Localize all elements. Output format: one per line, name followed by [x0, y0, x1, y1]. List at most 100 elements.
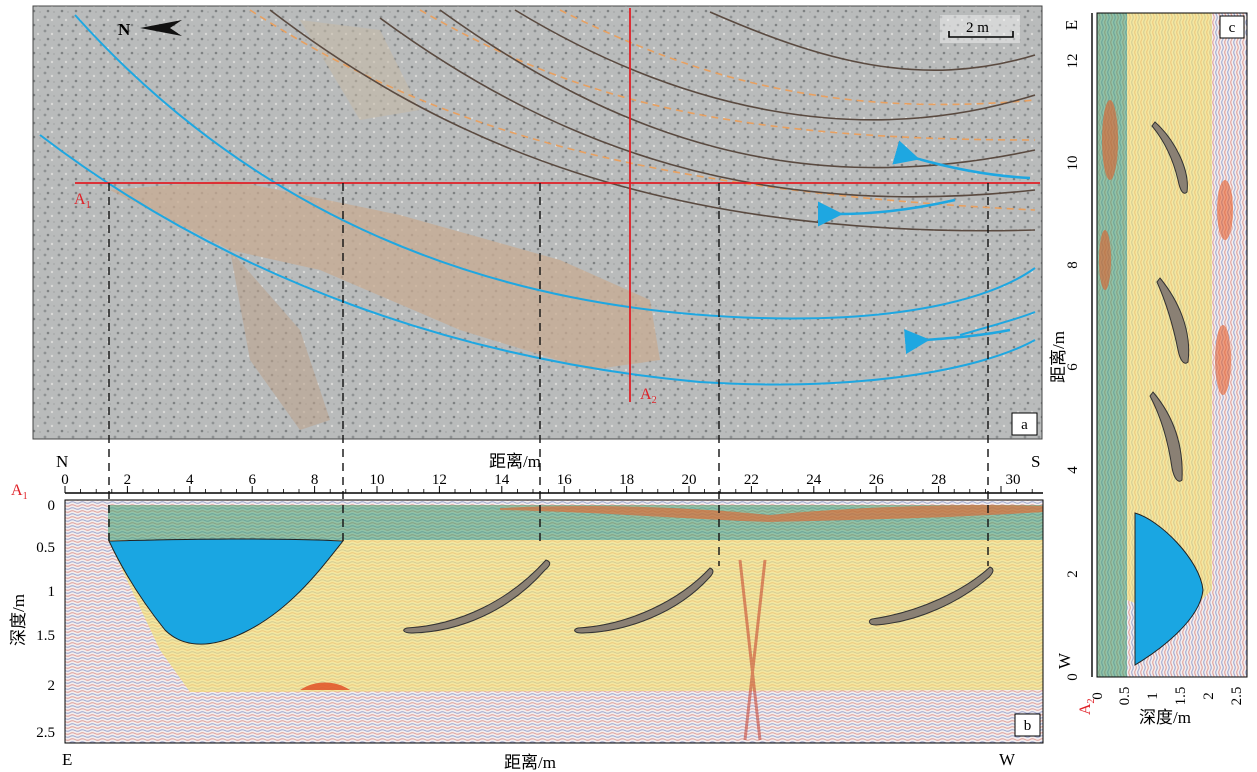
c-x-tick-label: 1.5	[1173, 687, 1189, 706]
panel-c-x-ticks: 0 0.5 1 1.5 2 2.5	[1090, 687, 1245, 706]
scale-bar: 2 m	[940, 15, 1020, 43]
flow-arrow	[892, 140, 1031, 180]
orange-blob	[1217, 180, 1233, 240]
panel-c-reflectors	[1149, 121, 1190, 482]
y-tick-label: 0.5	[36, 540, 55, 556]
top-tick-label: 10	[370, 472, 385, 488]
c-y-tick-label: 6	[1065, 363, 1081, 371]
panel-c-y-ticks: 0 2 4 6 8 10 12	[1065, 54, 1081, 681]
top-axis-minor-tick-path	[80, 489, 1033, 493]
top-tick-label: 8	[311, 472, 319, 488]
direction-e: E	[62, 750, 72, 769]
orange-lens-top	[500, 505, 1043, 522]
direction-w: W	[999, 750, 1016, 769]
panel-b-label-box	[1014, 713, 1041, 737]
sand-deposit-3	[300, 20, 420, 120]
top-tick-label: 26	[869, 472, 885, 488]
top-tick-label: 16	[557, 472, 573, 488]
profile-a1-label: A1	[74, 191, 91, 211]
flow-arrows	[817, 140, 1031, 355]
orange-dashed-line	[419, 9, 1036, 141]
panel-c: 0 2 4 6 8 10 12 距离/m E W 0 0.5 1 1.5 2 2…	[1049, 12, 1248, 727]
orange-lens-bottom	[300, 682, 350, 690]
blue-channel-body	[108, 538, 344, 645]
profile-a2-label-c: A2	[1077, 698, 1097, 715]
c-x-tick-label: 0	[1090, 692, 1106, 700]
north-arrow-icon	[140, 20, 182, 36]
inclined-reflector	[403, 559, 551, 634]
orange-blob	[1215, 325, 1231, 395]
profile-a2-label: A2	[640, 386, 657, 406]
top-tick-label: 0	[61, 472, 69, 488]
top-tick-label: 30	[1006, 472, 1021, 488]
dark-curve	[269, 9, 1036, 232]
panel-c-blue-channel	[1134, 512, 1204, 666]
dark-curve	[514, 9, 1036, 121]
y-axis-title: 深度/m	[9, 594, 28, 646]
panel-c-frame	[1096, 12, 1248, 678]
panel-c-y-title: 距离/m	[1049, 331, 1068, 383]
orange-dashed-line	[249, 9, 1036, 211]
flow-arrow	[904, 328, 1011, 355]
c-x-tick-label: 1	[1145, 692, 1161, 700]
c-y-tick-label: 10	[1065, 156, 1081, 171]
panel-a-frame	[32, 5, 1043, 440]
top-tick-label: 14	[494, 472, 510, 488]
dark-curve	[709, 11, 1036, 71]
panel-c-reflector	[1149, 391, 1183, 482]
inclined-reflector	[868, 566, 994, 626]
y-tick-label: 0	[48, 498, 56, 514]
profile-a1-label-b: A1	[11, 482, 28, 502]
direction-s: S	[1031, 452, 1040, 471]
blue-boundary-right	[959, 311, 1036, 336]
flow-arrow	[817, 198, 956, 227]
top-axis-title: 距离/m	[489, 452, 541, 471]
top-tick-label: 18	[619, 472, 634, 488]
panel-a: A1 A2 N 2 m a	[32, 5, 1043, 440]
top-tick-label: 2	[124, 472, 132, 488]
sand-deposit-2	[230, 250, 330, 430]
top-axis-minor-ticks	[80, 489, 1033, 493]
yellow-layer	[108, 540, 1043, 692]
top-tick-label: 4	[186, 472, 194, 488]
blue-boundary-lines	[39, 14, 1036, 386]
panel-c-top-direction: E	[1062, 20, 1081, 30]
panel-c-label-box	[1219, 15, 1245, 39]
scale-bar-bg	[940, 15, 1020, 43]
top-tick-label: 28	[931, 472, 946, 488]
panel-c-label: c	[1229, 20, 1236, 36]
panel-c-reflector	[1156, 277, 1190, 364]
top-tick-label: 12	[432, 472, 447, 488]
panel-b-label: b	[1024, 718, 1032, 734]
top-tick-label: 20	[682, 472, 697, 488]
panel-b: 0 2 4 6 8 10 12 14 16 18 20 22 24	[9, 452, 1044, 772]
north-label: N	[118, 20, 131, 39]
panel-a-label: a	[1021, 417, 1028, 433]
panel-c-reflector	[1151, 121, 1188, 194]
y-tick-label: 1	[48, 584, 56, 600]
y-tick-label: 2	[48, 678, 56, 694]
c-x-tick-label: 2.5	[1229, 687, 1245, 706]
orange-blob	[1099, 230, 1111, 290]
inclined-reflector	[574, 567, 714, 634]
top-tick-label: 22	[744, 472, 759, 488]
c-y-tick-label: 2	[1065, 570, 1081, 578]
c-y-tick-label: 8	[1065, 261, 1081, 269]
scale-bar-label: 2 m	[966, 20, 989, 36]
panel-c-x-title: 深度/m	[1139, 708, 1191, 727]
vertical-anomaly	[738, 559, 767, 741]
connector-lines	[108, 183, 989, 566]
blue-boundary-lower	[39, 134, 1036, 386]
c-y-tick-label: 4	[1065, 466, 1081, 474]
top-tick-label: 24	[806, 472, 822, 488]
inclined-reflectors	[403, 559, 994, 634]
dark-curve	[379, 17, 1036, 198]
c-y-tick-label: 12	[1065, 54, 1081, 69]
direction-n: N	[56, 452, 68, 471]
bottom-axis-title: 距离/m	[504, 753, 556, 772]
c-y-tick-label: 0	[1065, 673, 1081, 681]
scale-bar-line	[948, 31, 1014, 38]
orange-dashed-lines	[249, 9, 1036, 211]
blue-boundary-upper	[74, 14, 1036, 320]
